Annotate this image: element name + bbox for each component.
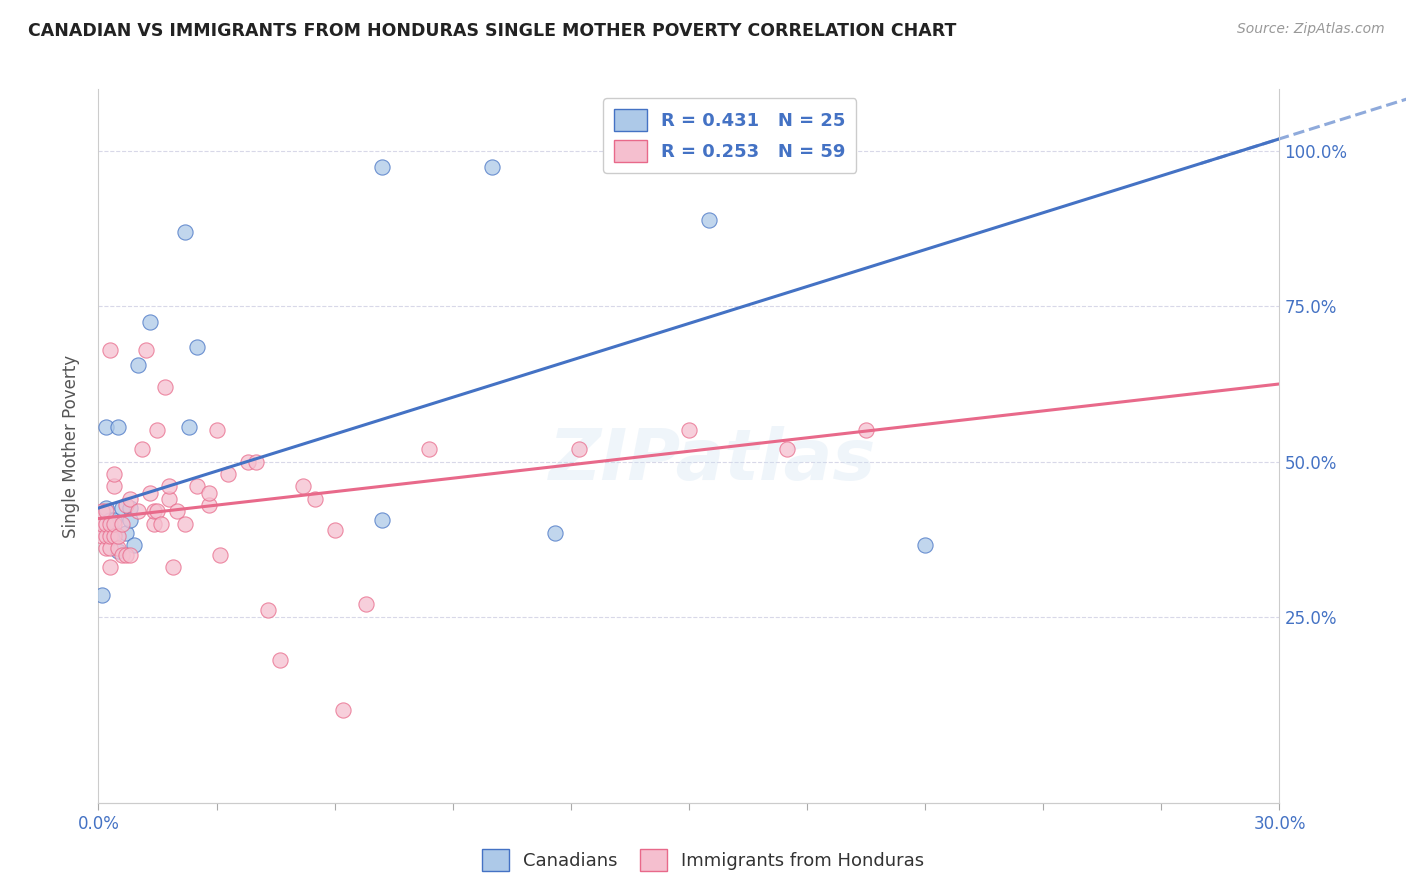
Point [146,504,169,518]
Point [568,442,591,456]
Point [157,479,180,493]
Point [96,504,118,518]
Point [155,380,177,394]
Point [256,603,278,617]
Point [197,485,219,500]
Point [118,501,141,516]
Point [91,504,114,518]
Point [131,442,153,456]
Text: ZIPatlas: ZIPatlas [548,425,876,495]
Point [127,504,149,518]
Point [205,424,228,438]
Point [174,516,197,531]
Point [371,160,394,174]
Point [103,516,125,531]
Point [107,541,129,556]
Point [118,513,141,527]
Point [146,424,169,438]
Point [96,529,118,543]
Point [138,485,160,500]
Point [111,501,134,516]
Point [776,442,799,456]
Y-axis label: Single Mother Poverty: Single Mother Poverty [62,354,80,538]
Point [332,703,354,717]
Point [304,491,326,506]
Point [103,467,125,481]
Point [111,548,134,562]
Point [107,544,129,558]
Point [418,442,440,456]
Point [103,479,125,493]
Point [115,498,138,512]
Point [107,420,129,434]
Point [186,479,208,493]
Point [96,541,118,556]
Point [481,160,503,174]
Point [186,340,208,354]
Point [269,653,291,667]
Point [855,424,877,438]
Point [323,523,346,537]
Point [135,343,157,357]
Point [354,597,377,611]
Point [544,525,567,540]
Point [217,467,239,481]
Point [197,498,219,512]
Point [91,588,114,602]
Point [245,454,267,468]
Point [118,548,141,562]
Point [142,504,165,518]
Point [115,525,138,540]
Point [98,541,121,556]
Point [103,529,125,543]
Point [236,454,259,468]
Point [91,529,114,543]
Point [115,548,138,562]
Legend: Canadians, Immigrants from Honduras: Canadians, Immigrants from Honduras [475,842,931,879]
Point [150,516,173,531]
Point [138,315,160,329]
Point [174,225,197,239]
Point [678,424,700,438]
Point [209,548,232,562]
Point [98,343,121,357]
Legend: R = 0.431   N = 25, R = 0.253   N = 59: R = 0.431 N = 25, R = 0.253 N = 59 [603,98,856,173]
Point [371,513,394,527]
Point [98,516,121,531]
Point [96,501,118,516]
Point [914,538,936,552]
Point [98,529,121,543]
Point [111,516,134,531]
Point [142,516,165,531]
Point [122,538,145,552]
Point [98,525,121,540]
Point [96,516,118,531]
Point [127,359,149,373]
Point [157,491,180,506]
Point [98,513,121,527]
Point [162,560,184,574]
Point [103,513,125,527]
Text: Source: ZipAtlas.com: Source: ZipAtlas.com [1237,22,1385,37]
Point [98,560,121,574]
Point [91,516,114,531]
Text: CANADIAN VS IMMIGRANTS FROM HONDURAS SINGLE MOTHER POVERTY CORRELATION CHART: CANADIAN VS IMMIGRANTS FROM HONDURAS SIN… [28,22,956,40]
Point [103,525,125,540]
Point [697,212,720,227]
Point [107,529,129,543]
Point [166,504,188,518]
Point [118,491,141,506]
Point [177,420,200,434]
Point [292,479,315,493]
Point [96,420,118,434]
